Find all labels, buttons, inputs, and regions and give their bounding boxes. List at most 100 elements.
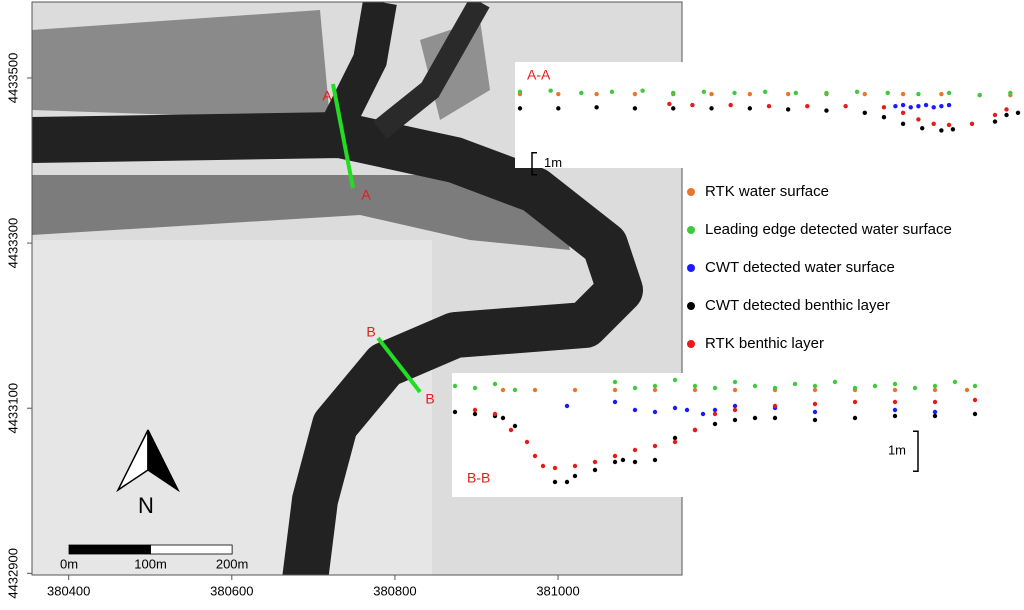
legend-label: RTK water surface (705, 183, 829, 200)
profile-point (912, 385, 918, 391)
legend-label: Leading edge detected water surface (705, 221, 952, 238)
profile-point (564, 403, 570, 409)
profile-point (712, 411, 718, 417)
profile-point (690, 102, 695, 108)
profile-point (862, 91, 867, 97)
profile-point (594, 91, 599, 97)
profile-point (652, 409, 658, 415)
profile-point (709, 106, 714, 111)
profile-point (517, 106, 523, 111)
profile-point (792, 381, 798, 387)
profile-point (620, 457, 626, 463)
scale-bar (531, 151, 537, 176)
profile-point (1004, 107, 1009, 112)
profile-point (824, 90, 829, 96)
profile-point (932, 409, 938, 415)
profile-point (632, 106, 638, 111)
legend-marker (687, 226, 695, 234)
map-frame (31, 1, 683, 576)
profile-point (500, 387, 506, 393)
profile-point (916, 103, 921, 109)
profile-point (892, 407, 898, 413)
profile-point (512, 423, 518, 429)
profile-point (732, 417, 738, 423)
profile-point (532, 387, 538, 393)
scale-bar-segment (150, 544, 233, 555)
profile-point (632, 459, 638, 465)
profile-point (671, 106, 676, 111)
profile-point (508, 427, 514, 433)
profile-point (652, 457, 658, 463)
profile-point (766, 103, 772, 109)
profile-point (709, 91, 714, 97)
profile-point (632, 407, 638, 413)
profile-point (969, 121, 975, 127)
profile-point (632, 91, 638, 97)
profile-point (852, 385, 858, 391)
profile-point (900, 121, 906, 127)
profile-point (632, 385, 638, 391)
profile-point (872, 383, 878, 389)
profile-point (472, 411, 478, 417)
profile-point (684, 407, 690, 413)
profile-point (712, 385, 718, 391)
section-label: B (366, 324, 375, 340)
profile-point (517, 89, 523, 95)
profile-point (500, 415, 506, 421)
profile-point (992, 119, 998, 124)
profile-point (594, 105, 599, 110)
profile-point (728, 102, 733, 108)
profile-point (893, 103, 898, 109)
profile-point (885, 90, 890, 96)
profile-point (793, 90, 799, 96)
profile-point (572, 473, 578, 479)
y-tick-label: 4433300 (5, 218, 20, 269)
profile-point (992, 112, 998, 118)
profile-point (946, 90, 952, 96)
profile-point (972, 383, 978, 389)
legend-marker (687, 264, 695, 272)
profile-point (752, 415, 758, 421)
profile-point (932, 413, 938, 419)
profile-point (640, 88, 645, 93)
profile-point (572, 387, 578, 393)
profile-point (1004, 112, 1009, 118)
profile-point (540, 463, 546, 469)
profile-point (492, 411, 498, 417)
profile-point (592, 467, 598, 473)
profile-point (900, 102, 906, 108)
profile-point (812, 401, 818, 407)
profile-point (652, 387, 658, 393)
profile-point (805, 103, 810, 109)
scale-bar-label: 200m (216, 556, 249, 571)
scale-bar-segment (68, 544, 151, 555)
profile-panel (515, 62, 1024, 168)
profile-point (900, 110, 906, 115)
profile-point (772, 403, 778, 409)
profile-point (552, 479, 558, 485)
profile-point (931, 121, 936, 127)
profile-point (564, 479, 570, 485)
profile-point (952, 379, 958, 385)
profile-point (972, 397, 978, 403)
profile-point (946, 102, 952, 108)
profile-point (556, 91, 561, 97)
x-tick-label: 380800 (373, 583, 416, 598)
profile-point (667, 101, 672, 107)
scale-bar (913, 430, 919, 472)
x-tick-label: 380600 (210, 583, 253, 598)
profile-point (762, 89, 768, 95)
profile-point (579, 90, 584, 96)
legend-marker (687, 302, 695, 310)
x-tick-label: 380400 (47, 583, 90, 598)
north-arrow (116, 429, 180, 493)
profile-point (812, 387, 818, 393)
profile-point (672, 405, 678, 411)
legend-label: CWT detected benthic layer (705, 297, 890, 314)
profile-point (612, 399, 618, 405)
profile-point (701, 89, 707, 95)
profile-point (900, 91, 906, 97)
profile-point (916, 117, 921, 122)
